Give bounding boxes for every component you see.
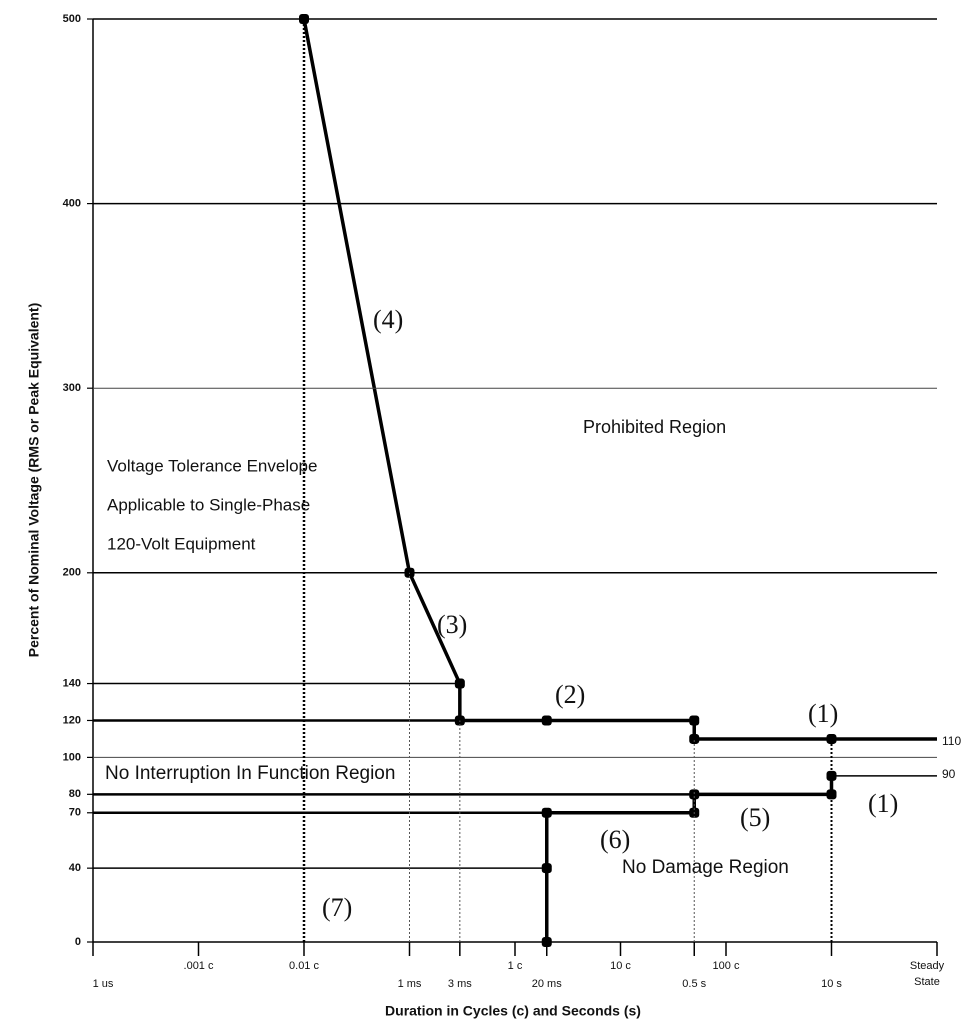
annotation: Voltage Tolerance Envelope: [107, 456, 317, 475]
point-marker: [541, 715, 552, 726]
y-tick-label: 100: [63, 751, 81, 763]
annotation: (1): [808, 699, 838, 728]
annotation: (4): [373, 305, 403, 334]
y-tick-label: 80: [69, 788, 81, 800]
x-tick-label: Steady State: [910, 960, 945, 988]
x-tick-label: 0.01 c: [289, 960, 319, 972]
annotation: (1): [868, 789, 898, 818]
y-tick-label: 120: [63, 714, 81, 726]
x-tick-label: 100 c: [713, 960, 740, 972]
x-tick-label: 3 ms: [448, 978, 472, 990]
x-tick-label: 10 c: [610, 960, 631, 972]
x-tick-label: .001 c: [184, 960, 214, 972]
y-tick-label: 140: [63, 677, 81, 689]
curve: [302, 18, 937, 741]
annotation: Prohibited Region: [583, 417, 726, 437]
y-tick-label: 70: [69, 807, 81, 819]
point-marker: [541, 937, 552, 947]
x-tick-label: 0.5 s: [682, 978, 706, 990]
y-axis-label: Percent of Nominal Voltage (RMS or Peak …: [26, 303, 42, 657]
x-tick-label: 10 s: [821, 978, 842, 990]
annotation: (7): [322, 893, 352, 922]
y-tick-label: 40: [69, 862, 81, 874]
annotation: 90: [942, 767, 956, 781]
annotation: (6): [600, 825, 630, 854]
annotation: 110: [942, 734, 961, 748]
x-tick-label: 1 c: [508, 960, 523, 972]
y-tick-label: 0: [75, 936, 81, 948]
annotation: 120-Volt Equipment: [107, 534, 256, 553]
annotation: (2): [555, 680, 585, 709]
y-tick-label: 200: [63, 567, 81, 579]
annotation: No Damage Region: [622, 857, 789, 878]
annotation: (3): [437, 610, 467, 639]
point-marker: [826, 733, 837, 744]
annotation: Applicable to Single-Phase: [107, 495, 310, 514]
annotation: (5): [740, 803, 770, 832]
point-marker: [689, 715, 700, 726]
x-axis-label: Duration in Cycles (c) and Seconds (s): [385, 1003, 641, 1019]
y-tick-label: 400: [63, 198, 81, 210]
point-marker: [826, 789, 837, 800]
point-marker: [689, 733, 700, 744]
x-tick-label: 1 us: [93, 978, 114, 990]
annotation: No Interruption In Function Region: [105, 763, 395, 784]
x-tick-label: 1 ms: [398, 978, 422, 990]
x-tick-label: 20 ms: [532, 978, 562, 990]
y-tick-label: 500: [63, 13, 81, 25]
y-tick-label: 300: [63, 382, 81, 394]
